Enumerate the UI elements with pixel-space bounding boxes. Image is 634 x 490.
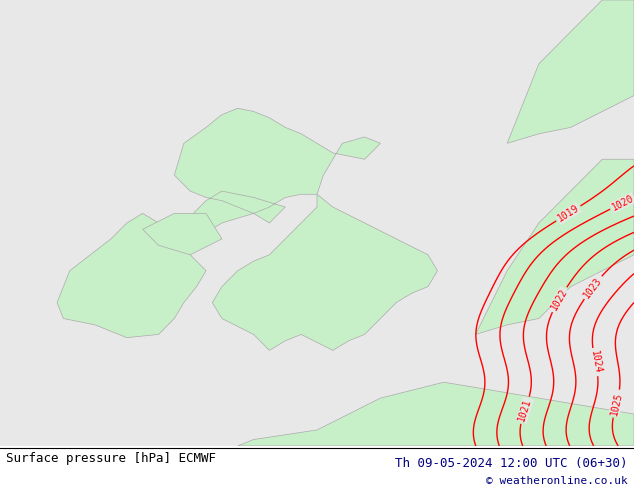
Text: 1023: 1023 [581, 275, 604, 300]
Text: © weatheronline.co.uk: © weatheronline.co.uk [486, 476, 628, 486]
Polygon shape [57, 214, 206, 338]
Polygon shape [507, 0, 634, 144]
Text: Th 09-05-2024 12:00 UTC (06+30): Th 09-05-2024 12:00 UTC (06+30) [395, 457, 628, 469]
Text: Surface pressure [hPa] ECMWF: Surface pressure [hPa] ECMWF [6, 452, 216, 465]
Polygon shape [174, 108, 380, 239]
Polygon shape [238, 382, 634, 446]
Polygon shape [212, 195, 437, 350]
Text: 1024: 1024 [588, 350, 602, 374]
Text: 1025: 1025 [609, 391, 624, 416]
Text: 1019: 1019 [556, 203, 581, 224]
Text: 1022: 1022 [549, 287, 569, 312]
Polygon shape [143, 214, 222, 255]
Text: 1020: 1020 [610, 193, 634, 213]
Text: 1021: 1021 [517, 397, 533, 423]
Polygon shape [476, 159, 634, 334]
